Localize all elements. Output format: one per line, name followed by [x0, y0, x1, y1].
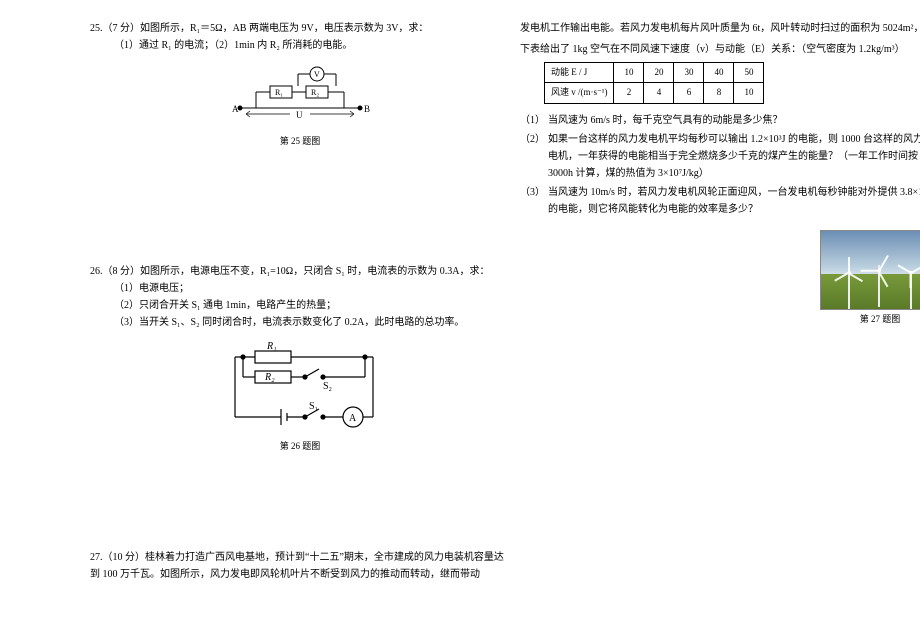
q25-head: 25.（7 分）如图所示，R₁＝5Ω，AB 两端电压为 9V，电压表示数为 3V…	[90, 20, 510, 37]
q27-figure: 第 27 题图	[520, 224, 920, 328]
cell: 2	[614, 83, 644, 103]
label-S2: S₂	[323, 381, 332, 392]
q27-head: 27.（10 分）桂林着力打造广西风电基地，预计到“十二五”期末，全市建成的风力…	[90, 549, 510, 583]
q27-part1: （1） 当风速为 6m/s 时，每千克空气具有的动能是多少焦？	[520, 112, 920, 129]
q26-sub3: （3）当开关 S₁、S₂ 同时闭合时，电流表示数变化了 0.2A，此时电路的总功…	[114, 314, 510, 331]
q27-p1: 当风速为 6m/s 时，每千克空气具有的动能是多少焦？	[548, 112, 920, 129]
circuit-26-svg: R₁ R₂ S₂ S₁ A	[205, 337, 395, 437]
q27-cont1: 发电机工作输出电能。若风力发电机每片风叶质量为 6t，风叶转动时扫过的面积为 5…	[520, 20, 920, 37]
question-27-start: 27.（10 分）桂林着力打造广西风电基地，预计到“十二五”期末，全市建成的风力…	[90, 549, 510, 583]
wind-turbine-image	[820, 230, 920, 310]
question-26: 26.（8 分）如图所示，电源电压不变，R₁=10Ω，只闭合 S₁ 时，电流表的…	[90, 263, 510, 454]
label-V: V	[314, 70, 320, 79]
cell: 20	[644, 63, 674, 83]
q25-sub1: （1）通过 R₁ 的电流；（2）1min 内 R₂ 所消耗的电能。	[114, 37, 510, 54]
q26-sub1: （1）电源电压；	[114, 280, 510, 297]
q27-cont2: 下表给出了 1kg 空气在不同风速下速度（v）与动能（E）关系：（空气密度为 1…	[520, 41, 920, 58]
question-27-cont: 发电机工作输出电能。若风力发电机每片风叶质量为 6t，风叶转动时扫过的面积为 5…	[520, 20, 920, 328]
q26-sub2: （2）只闭合开关 S₁ 通电 1min，电路产生的热量；	[114, 297, 510, 314]
q26-head: 26.（8 分）如图所示，电源电压不变，R₁=10Ω，只闭合 S₁ 时，电流表的…	[90, 263, 510, 280]
label-R1: R₁	[275, 88, 283, 97]
num-label: （2）	[520, 131, 548, 182]
cell: 10	[614, 63, 644, 83]
label-A: A	[232, 104, 239, 114]
num-label: （1）	[520, 112, 548, 129]
cell: 4	[644, 83, 674, 103]
label-U: U	[296, 110, 303, 120]
q25-caption: 第 25 题图	[90, 134, 510, 149]
cell: 50	[734, 63, 764, 83]
table-row: 风速 v /(m·s⁻¹) 2 4 6 8 10	[545, 83, 764, 103]
q26-figure: R₁ R₂ S₂ S₁ A 第 26 题图	[90, 337, 510, 454]
label-R2: R₂	[311, 88, 319, 97]
q27-part3: （3） 当风速为 10m/s 时，若风力发电机风轮正面迎风，一台发电机每秒钟能对…	[520, 184, 920, 218]
cell: 动能 E / J	[545, 63, 614, 83]
cell: 40	[704, 63, 734, 83]
q27-caption: 第 27 题图	[820, 312, 920, 327]
q27-p2: 如果一台这样的风力发电机平均每秒可以输出 1.2×10³J 的电能，则 1000…	[548, 131, 920, 182]
q27-table: 动能 E / J 10 20 30 40 50 风速 v /(m·s⁻¹) 2 …	[544, 62, 764, 104]
q25-figure: A B R₁ R₂ V U 第 25 题图	[90, 60, 510, 149]
label-S1: S₁	[309, 401, 318, 412]
table-row: 动能 E / J 10 20 30 40 50	[545, 63, 764, 83]
q27-p3: 当风速为 10m/s 时，若风力发电机风轮正面迎风，一台发电机每秒钟能对外提供 …	[548, 184, 920, 218]
q27-part2: （2） 如果一台这样的风力发电机平均每秒可以输出 1.2×10³J 的电能，则 …	[520, 131, 920, 182]
cell: 10	[734, 83, 764, 103]
cell: 6	[674, 83, 704, 103]
question-25: 25.（7 分）如图所示，R₁＝5Ω，AB 两端电压为 9V，电压表示数为 3V…	[90, 20, 510, 149]
cell: 风速 v /(m·s⁻¹)	[545, 83, 614, 103]
label-R2: R₂	[264, 372, 275, 383]
label-R1: R₁	[266, 341, 277, 352]
circuit-25-svg: A B R₁ R₂ V U	[220, 60, 380, 132]
label-B: B	[364, 104, 370, 114]
label-A: A	[349, 413, 357, 424]
q26-caption: 第 26 题图	[90, 439, 510, 454]
cell: 8	[704, 83, 734, 103]
num-label: （3）	[520, 184, 548, 218]
cell: 30	[674, 63, 704, 83]
